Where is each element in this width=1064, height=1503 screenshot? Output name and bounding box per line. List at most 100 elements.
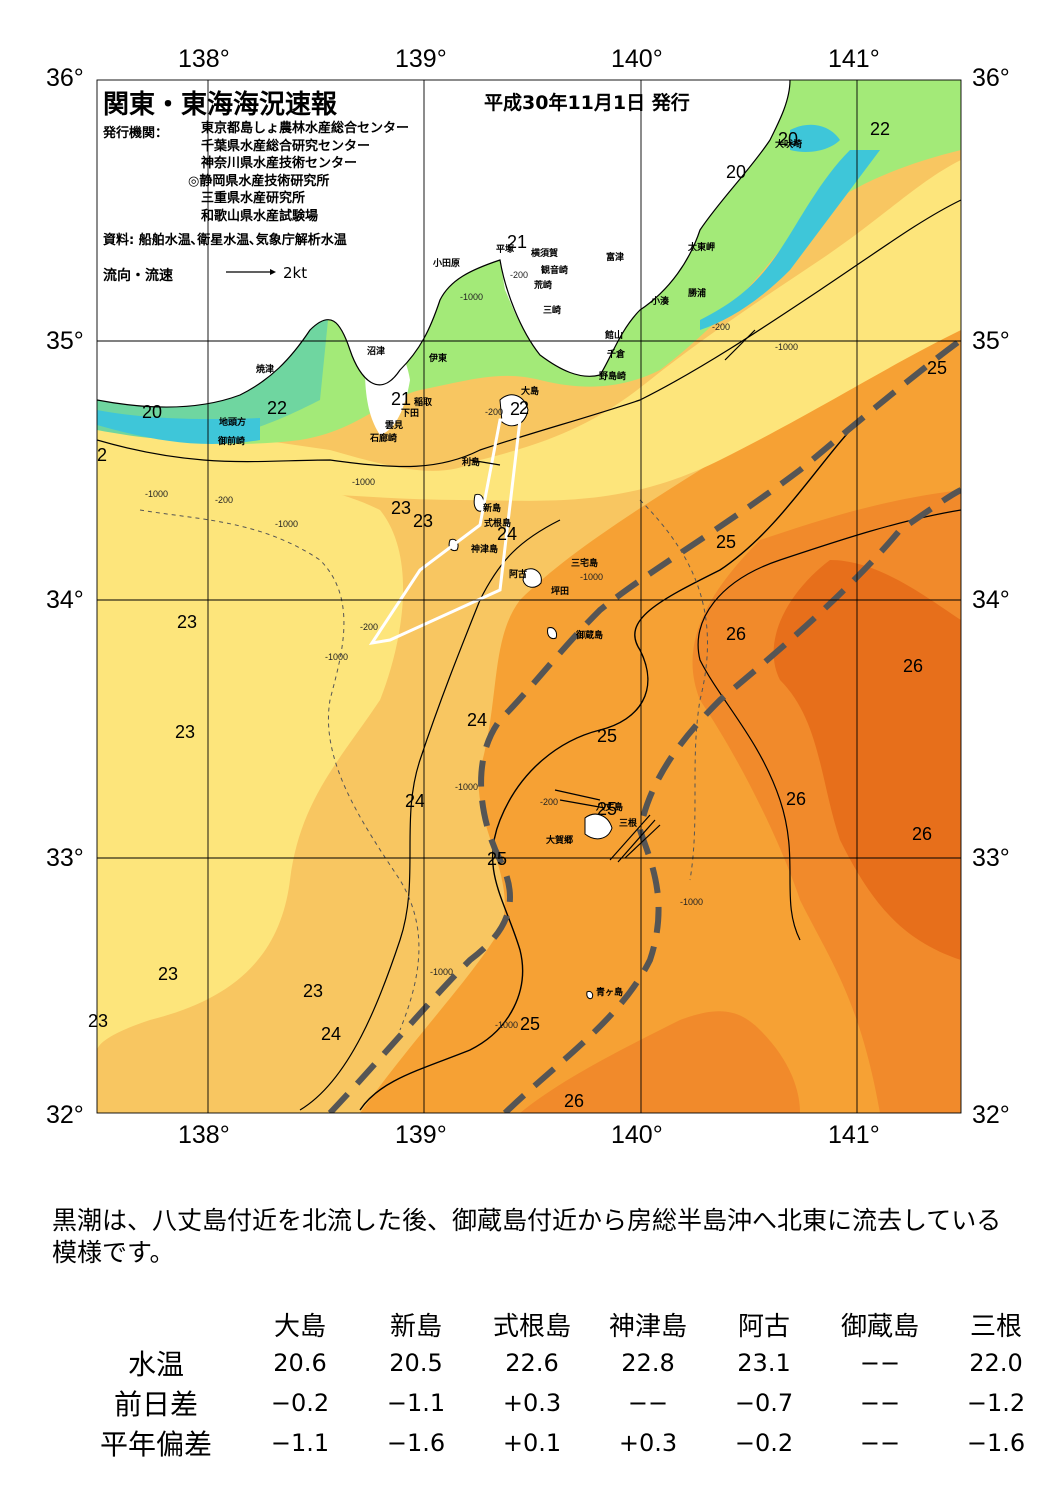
temperature-label: 20 [142, 402, 162, 422]
place-label: 三宅島 [571, 557, 598, 568]
depth-label: -1000 [455, 782, 478, 792]
issuers-label: 発行機関： [103, 126, 169, 141]
place-label: 富津 [606, 251, 624, 262]
place-label: 式根島 [484, 517, 511, 528]
place-label: 館山 [604, 329, 623, 340]
issuer-list: 東京都島しょ農林水産総合センター 千葉県水産総合研究センター 神奈川県水産技術セ… [188, 120, 409, 225]
sea-band-23-west [97, 470, 404, 1050]
row-header: 前日差 [113, 1388, 198, 1421]
column-header: 式根島 [492, 1311, 571, 1342]
column-header: 神津島 [608, 1311, 687, 1342]
place-label: 青ヶ島 [596, 986, 623, 997]
depth-label: -200 [540, 797, 558, 807]
issuer: 東京都島しょ農林水産総合センター [201, 121, 410, 136]
temperature-label: 25 [716, 532, 736, 552]
depth-label: -1000 [775, 342, 798, 352]
depth-label: -1000 [275, 519, 298, 529]
place-label: 野島崎 [599, 370, 626, 381]
land-aogashima [586, 991, 594, 1000]
flow-scale-arrow [226, 269, 276, 275]
temperature-label: 22 [267, 398, 287, 418]
place-label: 大島 [521, 385, 539, 396]
column-header: 三根 [969, 1311, 1022, 1342]
flow-scale-label: 2kt [283, 264, 308, 282]
table-cell: 20.6 [273, 1349, 327, 1377]
lon-tick-top: 140° [611, 45, 663, 73]
table-cell: +0.1 [502, 1429, 562, 1457]
temperature-label: 20 [778, 129, 798, 149]
lat-tick-right: 35° [972, 327, 1010, 355]
place-label: 阿古 [509, 568, 527, 579]
isotherm-26 [697, 509, 961, 941]
table-cell: +0.3 [502, 1389, 562, 1417]
depth-label: -1000 [495, 1020, 518, 1030]
coastline [97, 80, 791, 408]
graticule [96, 79, 962, 1114]
issuer: 和歌山県水産試験場 [201, 208, 319, 224]
table-cell: −1.2 [966, 1389, 1026, 1417]
temperature-label: 23 [177, 612, 197, 632]
issuer: 神奈川県水産技術センター [201, 156, 358, 171]
temperature-label: 26 [786, 789, 806, 809]
place-label: 三根 [619, 817, 638, 828]
issuer: 三重県水産研究所 [201, 191, 306, 206]
place-label: 荒崎 [533, 279, 552, 290]
issuer: ◎静岡県水産技術研究所 [188, 173, 330, 189]
isobath-1000-east [639, 499, 708, 881]
depth-label: -1000 [580, 572, 603, 582]
table-cell: 20.5 [389, 1349, 443, 1377]
table-row: 水温 20.6 20.5 22.6 22.8 23.1 −− 22.0 [70, 1343, 1054, 1383]
data-sources: 資料: 船舶水温､衛星水温､気象庁解析水温 [103, 233, 347, 248]
depth-label: -200 [360, 622, 378, 632]
temperature-label: 24 [497, 524, 517, 544]
place-label: 神津島 [471, 543, 498, 554]
observation-table: 大島 新島 式根島 神津島 阿古 御蔵島 三根 水温 20.6 20.5 22.… [70, 1305, 1054, 1463]
table-cell: −− [859, 1349, 901, 1377]
summary-text: 黒潮は、八丈島付近を北流した後、御蔵島付近から房総半島沖へ北東に流去している模様… [52, 1206, 1002, 1267]
temperature-label: 24 [321, 1024, 341, 1044]
lat-tick-left: 33° [46, 844, 84, 872]
place-label: 新島 [483, 502, 501, 513]
map-title: 関東・東海海況速報 [103, 90, 338, 120]
place-label: 横須賀 [531, 247, 558, 258]
depth-label: -1000 [145, 489, 168, 499]
place-label: 利島 [461, 456, 480, 467]
table-cell: −0.2 [734, 1429, 794, 1457]
isotherm-23 [97, 199, 961, 468]
lat-tick-right: 36° [972, 64, 1010, 92]
temperature-label: 26 [726, 624, 746, 644]
lon-tick-top: 138° [178, 45, 230, 73]
place-label: 沼津 [367, 345, 385, 356]
place-label: 小田原 [432, 257, 460, 268]
lat-tick-right: 32° [972, 1101, 1010, 1129]
depth-label: -1000 [352, 477, 375, 487]
table-row: 平年偏差 −1.1 −1.6 +0.1 +0.3 −0.2 −− −1.6 [70, 1423, 1054, 1463]
temperature-label: 24 [405, 791, 425, 811]
flow-arrows [469, 329, 756, 863]
temperature-label: 25 [927, 358, 947, 378]
temperature-label: 23 [158, 964, 178, 984]
temperature-label: 23 [303, 981, 323, 1001]
table-cell: +0.3 [618, 1429, 678, 1457]
kuroshio-axis-main [327, 337, 961, 1113]
temperature-label: 24 [467, 710, 487, 730]
place-label: 平塚 [496, 243, 514, 254]
lat-tick-left: 35° [46, 327, 84, 355]
depth-label: -1000 [430, 967, 453, 977]
sea-band-23-north [97, 160, 961, 501]
place-label: 八丈島 [595, 801, 623, 812]
sea-band-20-west [97, 410, 260, 445]
land-oshima [499, 394, 529, 427]
temperature-label: 23 [175, 722, 195, 742]
land-hachijojima [584, 813, 613, 840]
lon-tick-bottom: 141° [828, 1121, 880, 1149]
lat-tick-left: 36° [46, 64, 84, 92]
lon-tick-top: 141° [828, 45, 880, 73]
place-label: 観音崎 [541, 264, 568, 275]
temperature-label: 21 [507, 232, 527, 252]
temperature-label: 25 [520, 1014, 540, 1034]
sea-band-27-east [773, 560, 961, 960]
temperature-label: 26 [564, 1091, 584, 1111]
land-honshu-west [97, 80, 500, 407]
place-label: 地頭方 [219, 416, 246, 427]
